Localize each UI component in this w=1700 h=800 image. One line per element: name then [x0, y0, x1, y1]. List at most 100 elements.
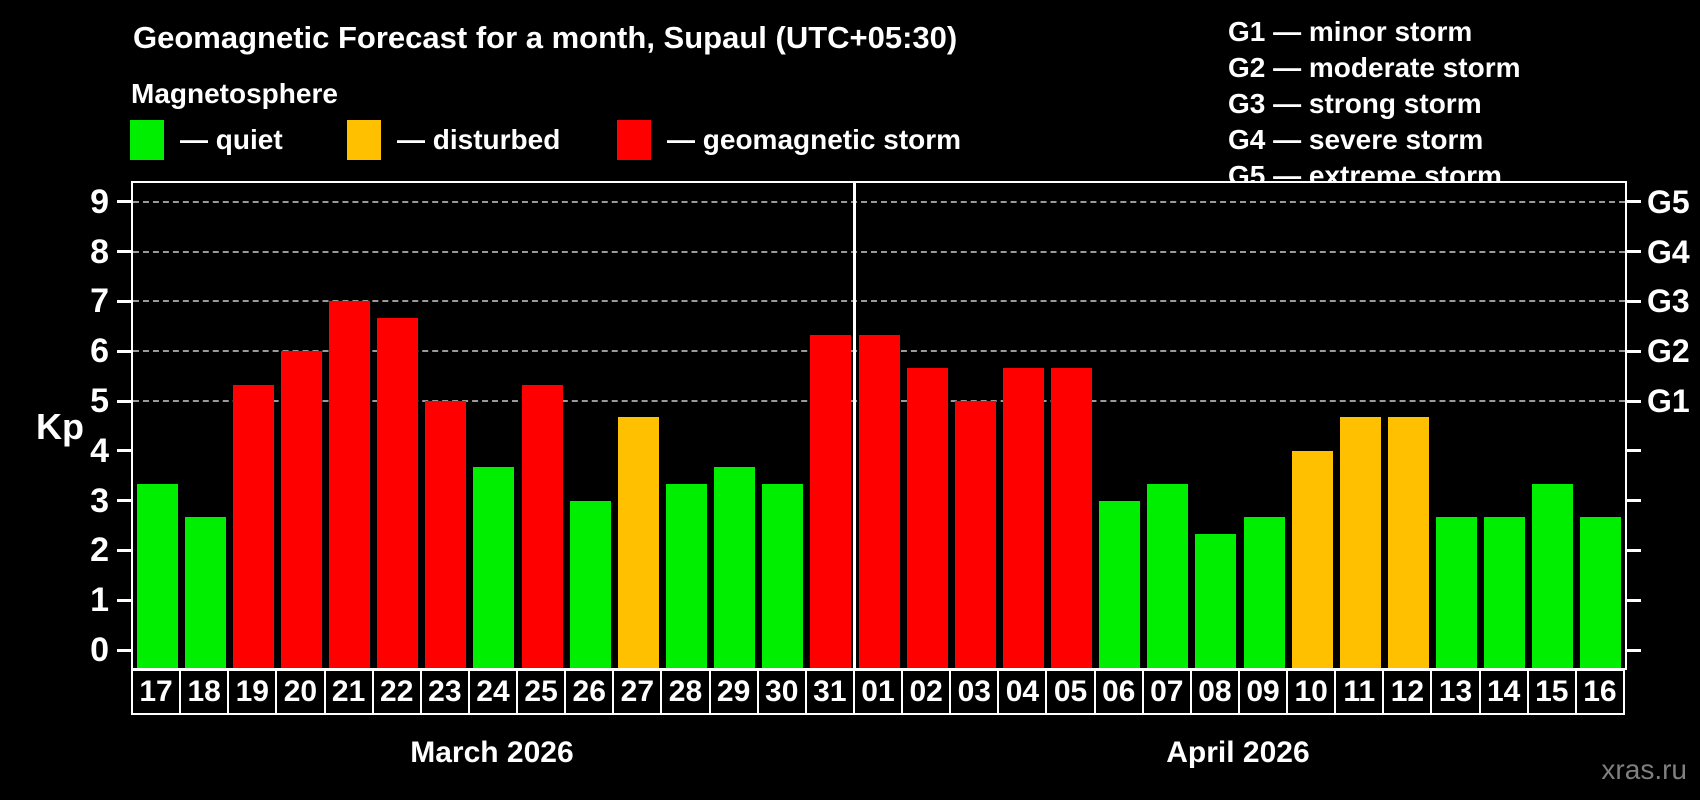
legend-quiet-label: — quiet: [180, 124, 283, 155]
kp-bar-19: [232, 384, 274, 668]
right-tick-8: [1627, 250, 1641, 254]
left-tick-label-0: 0: [90, 631, 109, 669]
watermark: xras.ru: [1601, 754, 1687, 785]
left-tick-6: [117, 349, 131, 353]
date-cell-18: 18: [179, 669, 230, 715]
kp-bar-12: [1387, 417, 1429, 668]
date-cell-11: 11: [1334, 669, 1385, 715]
right-tick-1: [1627, 598, 1641, 602]
date-cell-31: 31: [804, 669, 855, 715]
right-tick-9: [1627, 200, 1641, 204]
right-axis-label-G1: G1: [1647, 383, 1690, 419]
chart-title: Geomagnetic Forecast for a month, Supaul…: [133, 20, 958, 55]
plot-area: [131, 181, 1627, 670]
date-cell-21: 21: [323, 669, 374, 715]
date-cell-28: 28: [660, 669, 711, 715]
date-cell-17: 17: [131, 669, 182, 715]
kp-bar-03: [954, 401, 996, 668]
left-tick-label-3: 3: [90, 481, 109, 520]
disturbed-color-swatch: [347, 120, 381, 160]
left-tick-label-4: 4: [90, 431, 109, 470]
right-tick-3: [1627, 499, 1641, 503]
date-cell-10: 10: [1286, 669, 1337, 715]
left-tick-2: [117, 548, 131, 552]
kp-bar-07: [1147, 484, 1189, 668]
left-tick-label-2: 2: [90, 531, 109, 570]
kp-bar-20: [280, 351, 322, 668]
right-tick-6: [1627, 349, 1641, 353]
date-cell-13: 13: [1430, 669, 1481, 715]
kp-bar-29: [714, 467, 756, 668]
grid-line-kp-8: [133, 250, 1625, 253]
kp-bar-24: [473, 467, 515, 668]
left-tick-4: [117, 449, 131, 453]
kp-bar-04: [1002, 367, 1044, 668]
legend-disturbed-label: — disturbed: [397, 124, 561, 155]
kp-axis-label: Kp: [36, 406, 84, 447]
date-cell-30: 30: [756, 669, 807, 715]
kp-bar-25: [521, 384, 563, 668]
left-tick-3: [117, 499, 131, 503]
right-axis-label-G4: G4: [1647, 233, 1690, 270]
left-tick-label-8: 8: [90, 232, 109, 271]
kp-bar-30: [762, 484, 804, 668]
kp-bar-02: [906, 367, 948, 668]
left-tick-5: [117, 399, 131, 403]
kp-bar-11: [1339, 417, 1381, 668]
g-scale-legend: G1 — minor storm G2 — moderate storm G3 …: [1228, 14, 1521, 194]
left-tick-7: [117, 299, 131, 303]
date-cell-20: 20: [275, 669, 326, 715]
legend-item-storm: — geomagnetic storm: [617, 119, 961, 161]
date-cell-08: 08: [1189, 669, 1240, 715]
left-tick-label-5: 5: [90, 382, 109, 420]
month-divider-line: [853, 183, 857, 668]
quiet-color-swatch: [130, 120, 164, 160]
grid-line-kp-9: [133, 200, 1625, 203]
kp-bar-15: [1532, 484, 1574, 668]
date-cell-06: 06: [1093, 669, 1144, 715]
kp-bar-16: [1580, 517, 1622, 668]
date-cell-23: 23: [419, 669, 470, 715]
legend-item-disturbed: — disturbed: [347, 119, 560, 161]
date-cell-12: 12: [1382, 669, 1433, 715]
right-axis-label-G2: G2: [1647, 333, 1690, 370]
left-tick-8: [117, 250, 131, 254]
date-cell-04: 04: [997, 669, 1048, 715]
kp-bar-23: [425, 401, 467, 668]
right-tick-0: [1627, 648, 1641, 652]
date-cell-27: 27: [612, 669, 663, 715]
date-cell-14: 14: [1478, 669, 1529, 715]
kp-bar-28: [665, 484, 707, 668]
kp-bar-09: [1243, 517, 1285, 668]
right-axis-label-G5: G5: [1647, 183, 1690, 220]
kp-bar-21: [329, 301, 371, 668]
kp-bar-14: [1484, 517, 1526, 668]
left-tick-0: [117, 648, 131, 652]
left-tick-label-7: 7: [90, 282, 109, 321]
date-cell-19: 19: [227, 669, 278, 715]
date-cell-15: 15: [1526, 669, 1577, 715]
kp-bar-22: [377, 317, 419, 668]
g4-legend-line: G4 — severe storm: [1228, 124, 1484, 155]
date-cell-05: 05: [1045, 669, 1096, 715]
left-tick-label-6: 6: [90, 332, 109, 371]
left-tick-9: [117, 200, 131, 204]
kp-bar-06: [1099, 500, 1141, 668]
right-tick-5: [1627, 399, 1641, 403]
month-label-april: April 2026: [1166, 736, 1310, 769]
date-cell-29: 29: [708, 669, 759, 715]
date-cell-09: 09: [1237, 669, 1289, 715]
right-tick-4: [1627, 449, 1641, 453]
date-cell-02: 02: [901, 669, 952, 715]
left-tick-label-1: 1: [90, 581, 109, 620]
left-tick-1: [117, 598, 131, 602]
date-cell-25: 25: [516, 669, 567, 715]
storm-color-swatch: [617, 120, 651, 160]
kp-bar-18: [184, 517, 226, 668]
grid-line-kp-7: [133, 300, 1625, 303]
magnetosphere-label: Magnetosphere: [131, 78, 338, 109]
right-axis-label-G3: G3: [1647, 283, 1690, 320]
kp-bar-01: [858, 334, 900, 668]
month-label-march: March 2026: [410, 736, 574, 769]
kp-bar-08: [1195, 533, 1237, 668]
